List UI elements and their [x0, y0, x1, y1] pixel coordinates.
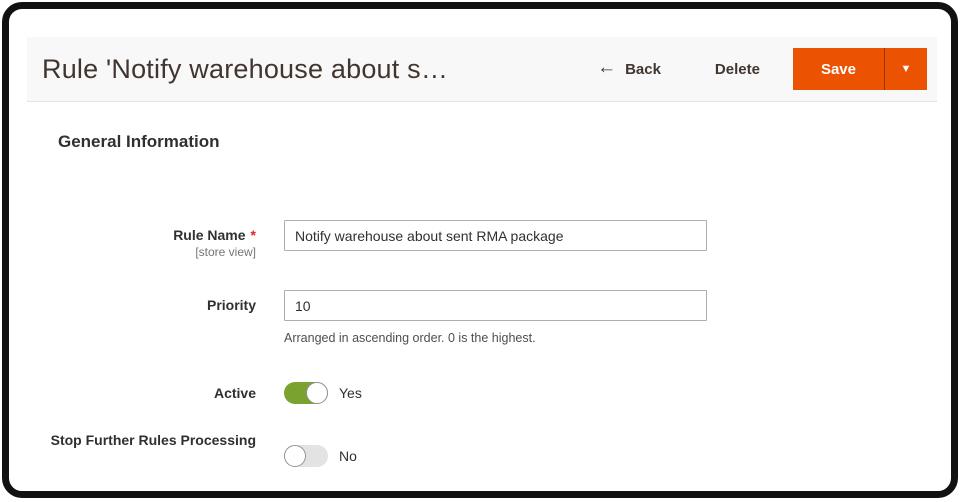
rule-name-label-col: Rule Name * [store view]	[9, 220, 256, 259]
page-title: Rule 'Notify warehouse about s…	[42, 53, 449, 84]
active-state-label: Yes	[339, 385, 362, 401]
rule-name-row: Rule Name * [store view]	[9, 220, 951, 259]
back-arrow-icon: ←	[597, 57, 617, 78]
chevron-down-icon: ▼	[900, 62, 912, 75]
save-button[interactable]: Save	[792, 48, 884, 90]
save-split-button: Save ▼	[792, 48, 927, 90]
required-asterisk: *	[250, 227, 256, 243]
back-button-label: Back	[625, 60, 661, 78]
rule-name-label: Rule Name *	[9, 220, 256, 244]
stop-rules-label-col: Stop Further Rules Processing	[9, 432, 256, 449]
priority-input[interactable]	[284, 290, 707, 321]
stop-rules-control: No	[284, 445, 357, 467]
stop-rules-state-label: No	[339, 448, 357, 464]
stop-rules-toggle[interactable]	[284, 445, 328, 467]
active-toggle[interactable]	[284, 382, 328, 404]
toggle-knob	[306, 382, 328, 404]
priority-control: Arranged in ascending order. 0 is the hi…	[284, 290, 707, 345]
rule-name-input[interactable]	[284, 220, 707, 251]
active-label: Active	[213, 384, 256, 401]
page-header: Rule 'Notify warehouse about s… ← Back D…	[27, 37, 937, 102]
header-actions: ← Back Delete Save ▼	[593, 48, 927, 90]
priority-label-col: Priority	[9, 290, 256, 314]
toggle-knob	[284, 445, 306, 467]
priority-row: Priority Arranged in ascending order. 0 …	[9, 290, 951, 345]
general-information-form: Rule Name* [store view] Priority Arrange…	[9, 220, 951, 467]
active-label-col: Active	[9, 385, 256, 402]
active-control: Yes	[284, 382, 362, 404]
section-title: General Information	[58, 132, 220, 151]
rule-name-control	[284, 220, 707, 251]
save-dropdown-button[interactable]: ▼	[884, 48, 927, 90]
priority-hint: Arranged in ascending order. 0 is the hi…	[284, 331, 536, 345]
back-button[interactable]: ← Back	[593, 50, 665, 88]
active-row: Active Yes	[9, 382, 951, 404]
store-view-scope-label: [store view]	[195, 245, 256, 259]
stop-rules-label: Stop Further Rules Processing	[50, 432, 256, 448]
delete-button[interactable]: Delete	[711, 53, 764, 86]
rule-name-label-text: Rule Name	[173, 227, 246, 243]
stop-rules-row: Stop Further Rules Processing No	[9, 432, 951, 467]
priority-label: Priority	[206, 297, 256, 313]
